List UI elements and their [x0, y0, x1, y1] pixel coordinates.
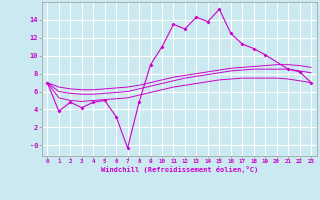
- X-axis label: Windchill (Refroidissement éolien,°C): Windchill (Refroidissement éolien,°C): [100, 166, 258, 173]
